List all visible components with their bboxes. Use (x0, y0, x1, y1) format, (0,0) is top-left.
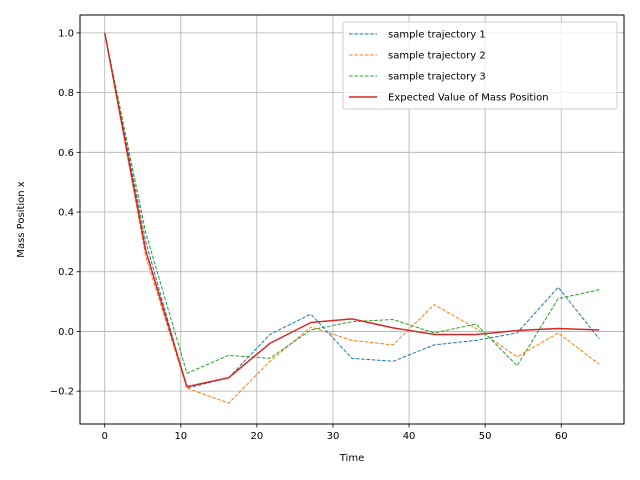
y-tick-label: 0.2 (58, 267, 74, 278)
x-tick-label: 10 (174, 431, 187, 442)
y-tick-label: 0.0 (58, 327, 74, 338)
series-line-1 (104, 32, 600, 389)
series-lines (103, 32, 600, 404)
y-tick-label: 0.8 (58, 88, 74, 99)
legend-label-3: sample trajectory 3 (388, 72, 486, 83)
legend-label-2: sample trajectory 2 (388, 51, 486, 62)
y-tick-label: −0.2 (50, 387, 74, 398)
legend: sample trajectory 1 sample trajectory 2 sa… (342, 21, 618, 110)
legend-box (342, 21, 618, 110)
plot-frame (79, 14, 625, 425)
y-tick-label: 1.0 (58, 28, 74, 39)
series-line-3 (104, 32, 600, 374)
y-tick-label: 0.4 (58, 208, 74, 219)
y-tick-label: 0.6 (58, 148, 74, 159)
series-line-2 (104, 32, 600, 404)
x-tick-label: 50 (479, 431, 492, 442)
ticks: 0 10 20 30 40 50 60 −0.2 0.0 0.2 0.4 0.6 0.8 1.0 (50, 28, 568, 442)
x-tick-label: 40 (403, 431, 416, 442)
x-tick-label: 60 (555, 431, 568, 442)
x-tick-label: 20 (251, 431, 264, 442)
x-tick-label: 0 (102, 431, 108, 442)
x-tick-label: 30 (327, 431, 340, 442)
legend-label-4: Expected Value of Mass Position (388, 93, 549, 104)
x-axis-label: Time (339, 453, 364, 464)
legend-label-1: sample trajectory 1 (388, 30, 486, 41)
y-axis-label: Mass Position x (16, 181, 27, 257)
series-line-4 (103, 32, 600, 388)
